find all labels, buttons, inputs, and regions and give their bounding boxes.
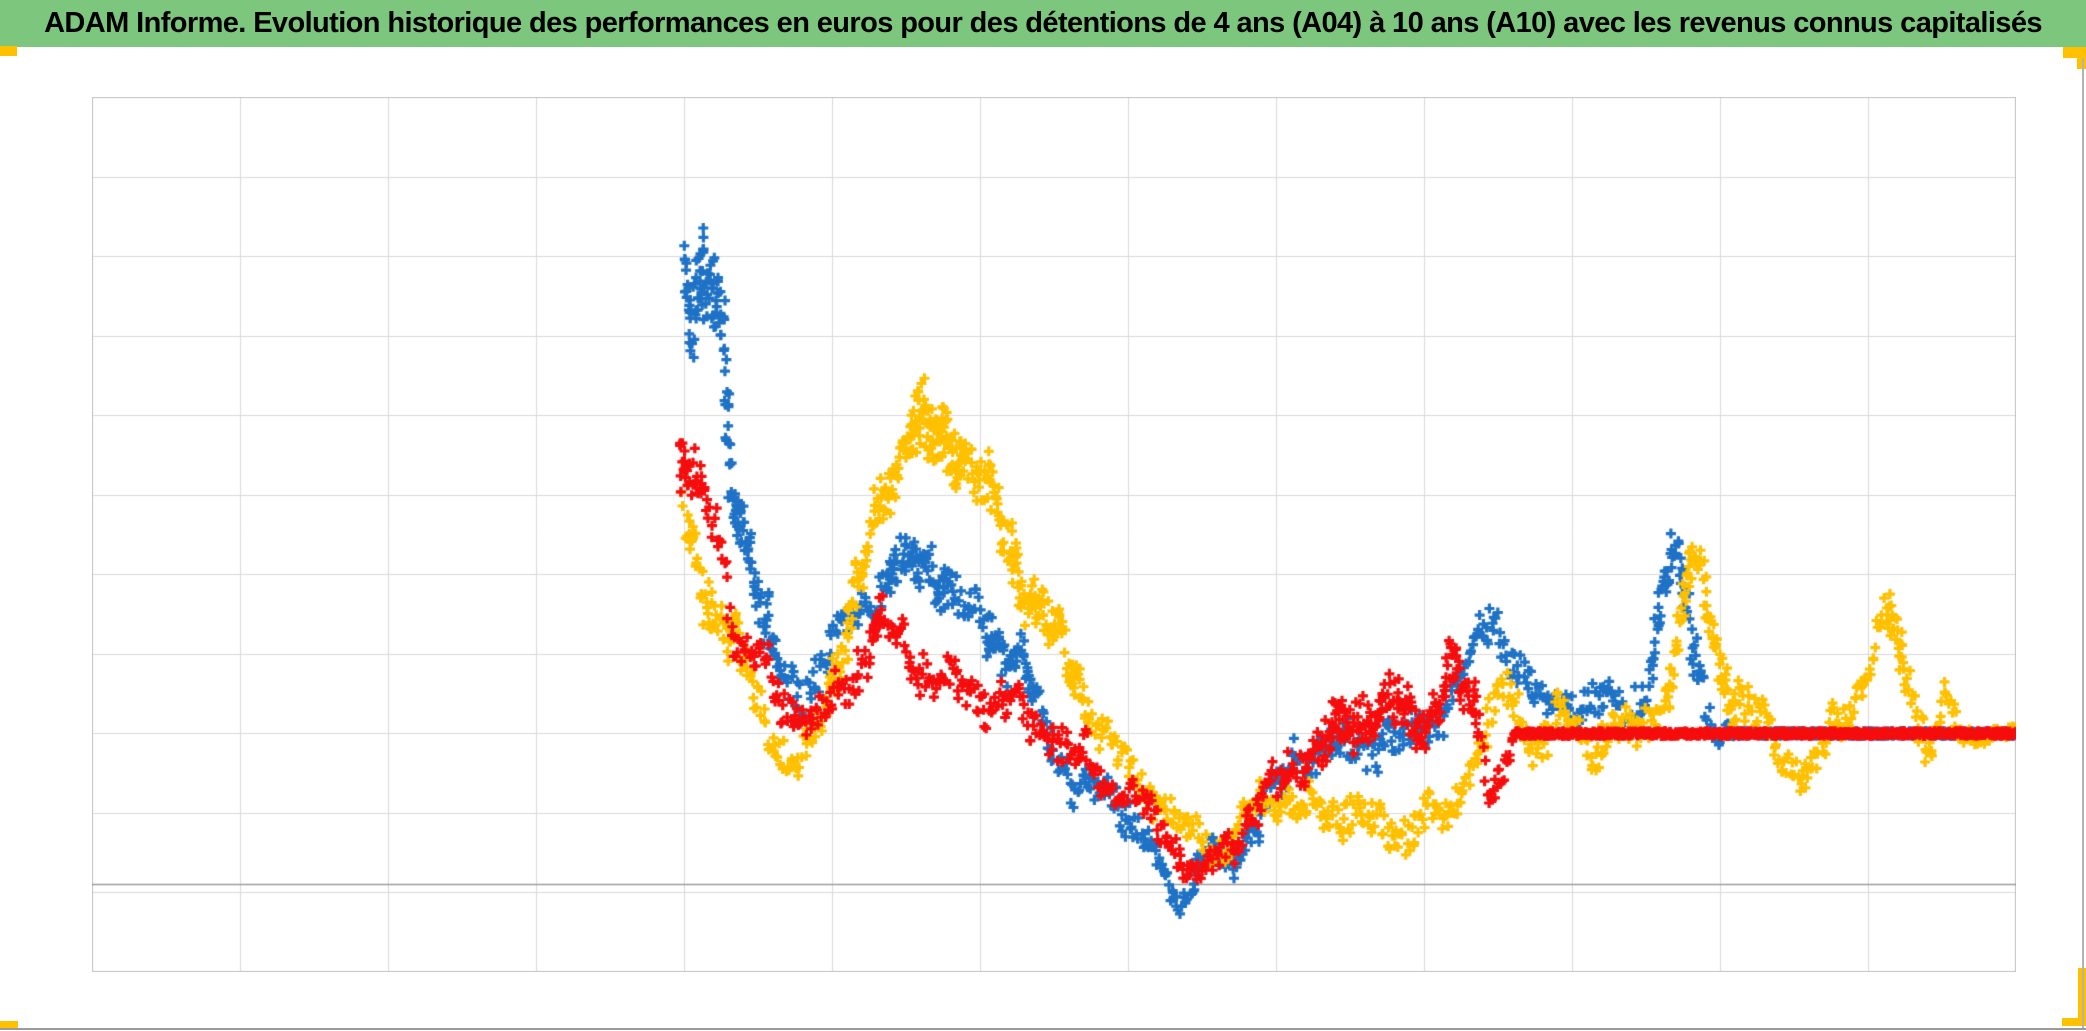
corner-accent-top-right-vertical bbox=[2077, 47, 2086, 69]
corner-accent-bottom-right-horizontal bbox=[2062, 1018, 2086, 1026]
slide-bottom-edge-line bbox=[0, 1028, 2086, 1030]
plot-area bbox=[92, 97, 2016, 972]
corner-accent-top-right-horizontal bbox=[2063, 47, 2086, 58]
corner-accent-top-left bbox=[0, 46, 17, 56]
corner-accent-bottom-left bbox=[0, 1021, 18, 1029]
slide-right-edge-line bbox=[2082, 58, 2084, 1029]
scatter-chart-canvas bbox=[92, 97, 2016, 972]
slide-title-text: ADAM Informe. Evolution historique des p… bbox=[44, 7, 2042, 39]
slide-title-bar: ADAM Informe. Evolution historique des p… bbox=[0, 0, 2086, 47]
